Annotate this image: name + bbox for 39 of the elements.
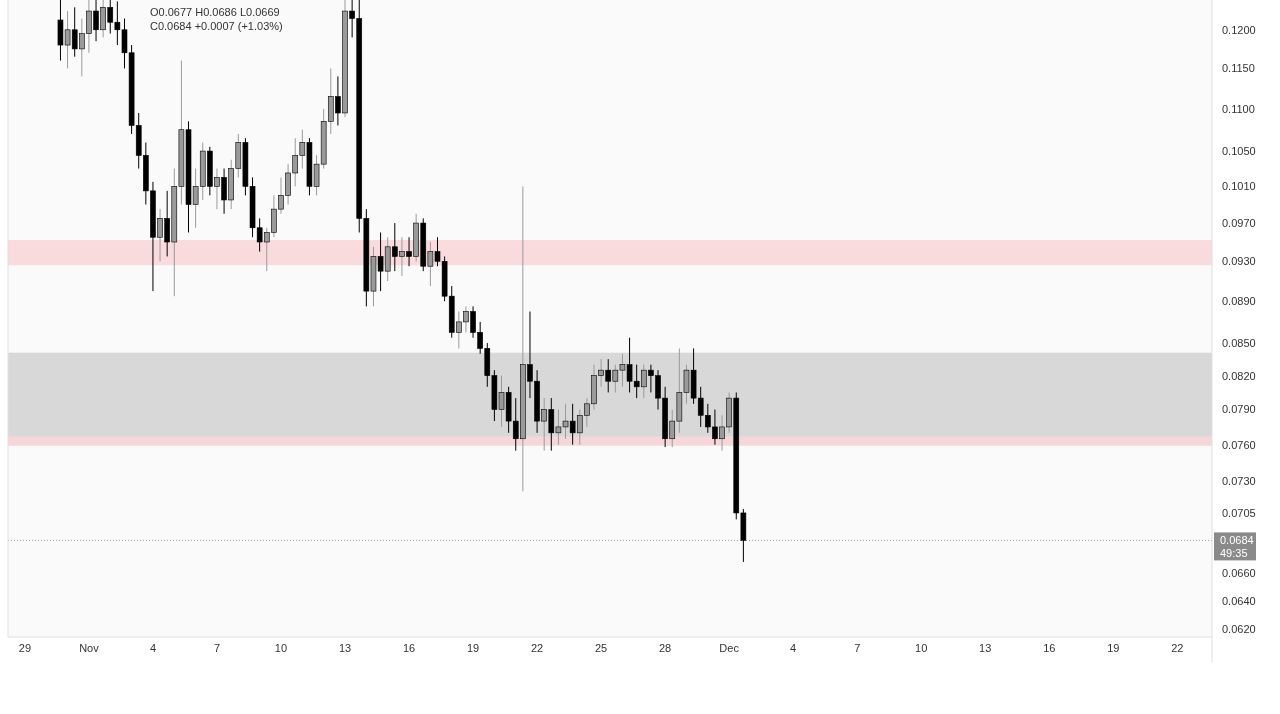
x-tick-label: 28 <box>659 642 672 654</box>
y-tick-label: 0.0970 <box>1222 216 1256 229</box>
x-tick-label: 10 <box>274 642 288 654</box>
text: 49:35 <box>1220 547 1248 560</box>
y-tick-label: 0.0890 <box>1222 295 1256 308</box>
x-tick-label: 10 <box>915 642 928 654</box>
y-tick-label: 0.0705 <box>1222 506 1256 519</box>
y-tick-label: 0.0820 <box>1222 369 1256 382</box>
x-tick-label: 7 <box>854 642 861 654</box>
y-tick-label: 0.1200 <box>1222 23 1256 36</box>
y-tick-label: 0.1050 <box>1222 144 1256 157</box>
x-tick-label: 16 <box>1043 642 1056 654</box>
x-tick-label: 22 <box>1171 642 1184 654</box>
y-tick-label: 0.0790 <box>1222 403 1256 416</box>
y-tick-label: 0.0730 <box>1222 475 1256 488</box>
annotation: O0.0677 H0.0686 L0.0669 C0.0684 +0.0007 (+1.03%) <box>150 6 283 32</box>
x-tick-label: Nov <box>79 642 100 654</box>
y-tick-label: 0.0640 <box>1222 594 1256 607</box>
x-tick-label: 13 <box>338 642 352 654</box>
y-tick-label: 0.0660 <box>1222 566 1256 579</box>
y-tick-label: 0.0760 <box>1222 438 1256 451</box>
x-tick-label: 7 <box>213 642 221 654</box>
x-tick-label: 22 <box>530 642 544 654</box>
y-tick-label: 0.1150 <box>1222 62 1255 75</box>
ref-line-label: 0.0684 <box>1220 534 1254 547</box>
x-tick-label: 29 <box>18 642 32 654</box>
y-tick-label: 0.1100 <box>1222 102 1255 115</box>
x-tick-label: 19 <box>466 642 480 654</box>
x-tick-label: 4 <box>790 642 797 654</box>
x-tick-label: 19 <box>1107 642 1120 654</box>
x-tick-label: 16 <box>402 642 416 654</box>
x-tick-label: Dec <box>719 642 740 654</box>
x-tick-label: 13 <box>979 642 992 654</box>
x-tick-label: 4 <box>149 642 156 654</box>
y-tick-label: 0.0620 <box>1222 623 1256 636</box>
y-tick-label: 0.0930 <box>1222 255 1256 268</box>
y-tick-label: 0.0850 <box>1222 336 1256 349</box>
x-tick-label: 25 <box>594 642 608 654</box>
y-tick-label: 0.1010 <box>1222 180 1256 193</box>
